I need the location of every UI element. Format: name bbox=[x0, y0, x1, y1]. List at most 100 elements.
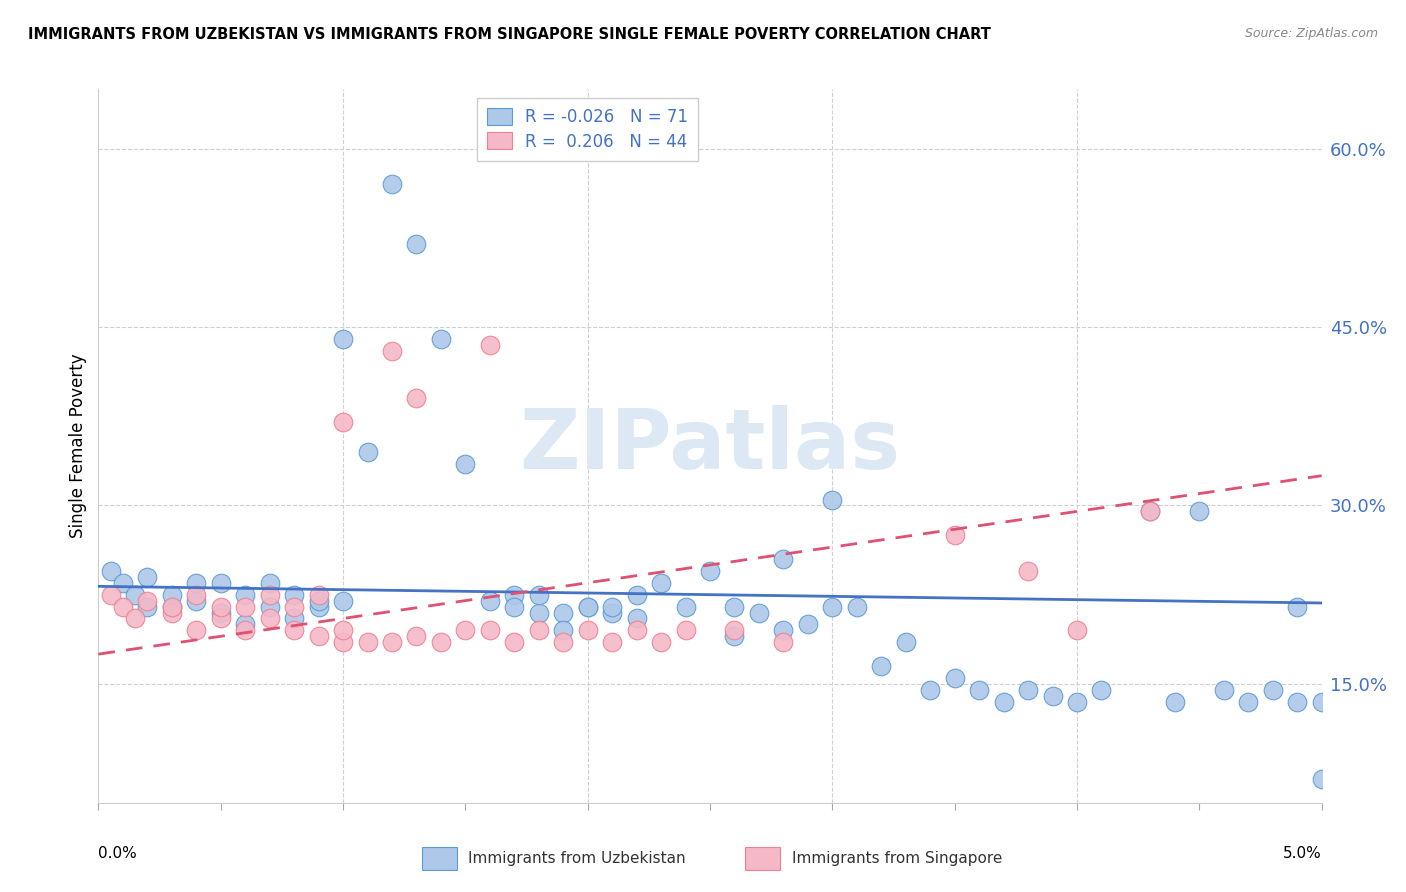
Point bbox=[699, 564, 721, 578]
Point bbox=[1188, 504, 1211, 518]
Point bbox=[576, 624, 599, 638]
Point bbox=[160, 599, 183, 614]
Point bbox=[405, 629, 427, 643]
Point bbox=[124, 611, 146, 625]
Point bbox=[675, 599, 697, 614]
Point bbox=[308, 629, 330, 643]
Point bbox=[233, 624, 256, 638]
Point bbox=[100, 588, 122, 602]
Point bbox=[626, 588, 648, 602]
Point bbox=[772, 624, 794, 638]
Point bbox=[209, 611, 232, 625]
Point bbox=[308, 599, 330, 614]
Point bbox=[1066, 624, 1088, 638]
Point bbox=[209, 575, 232, 590]
Point bbox=[748, 606, 770, 620]
Point bbox=[332, 593, 354, 607]
Point bbox=[821, 599, 844, 614]
Point bbox=[553, 635, 575, 649]
Point bbox=[1261, 682, 1284, 697]
Point bbox=[332, 635, 354, 649]
Point bbox=[626, 624, 648, 638]
Point bbox=[405, 236, 427, 251]
Point bbox=[772, 552, 794, 566]
Point bbox=[209, 599, 232, 614]
Point bbox=[503, 635, 526, 649]
Point bbox=[454, 457, 477, 471]
Text: 0.0%: 0.0% bbox=[98, 846, 138, 861]
Point bbox=[160, 599, 183, 614]
Legend: R = -0.026   N = 71, R =  0.206   N = 44: R = -0.026 N = 71, R = 0.206 N = 44 bbox=[477, 97, 699, 161]
Point bbox=[478, 624, 501, 638]
Point bbox=[527, 624, 550, 638]
Point bbox=[723, 599, 745, 614]
Point bbox=[576, 599, 599, 614]
Point bbox=[478, 338, 501, 352]
Text: Immigrants from Uzbekistan: Immigrants from Uzbekistan bbox=[468, 851, 686, 865]
Point bbox=[1286, 599, 1309, 614]
Point bbox=[797, 617, 820, 632]
Point bbox=[600, 606, 623, 620]
Point bbox=[111, 599, 134, 614]
Point bbox=[283, 611, 305, 625]
Point bbox=[283, 624, 305, 638]
Point bbox=[478, 593, 501, 607]
Point bbox=[1212, 682, 1234, 697]
Point bbox=[527, 606, 550, 620]
Point bbox=[209, 606, 232, 620]
Point bbox=[160, 606, 183, 620]
Point bbox=[894, 635, 917, 649]
Point bbox=[259, 611, 281, 625]
Point bbox=[943, 671, 966, 685]
Point bbox=[186, 593, 208, 607]
Point bbox=[600, 599, 623, 614]
Point bbox=[381, 178, 404, 192]
Point bbox=[136, 570, 159, 584]
Point bbox=[1017, 682, 1039, 697]
Point bbox=[136, 593, 159, 607]
Point bbox=[430, 332, 453, 346]
Point bbox=[821, 492, 844, 507]
Point bbox=[124, 588, 146, 602]
Text: ZIPatlas: ZIPatlas bbox=[520, 406, 900, 486]
Point bbox=[870, 659, 893, 673]
Point bbox=[381, 635, 404, 649]
Point bbox=[650, 635, 672, 649]
Point bbox=[967, 682, 990, 697]
Point bbox=[283, 599, 305, 614]
Point bbox=[233, 599, 256, 614]
Point bbox=[233, 617, 256, 632]
Text: Source: ZipAtlas.com: Source: ZipAtlas.com bbox=[1244, 27, 1378, 40]
Point bbox=[186, 575, 208, 590]
Point bbox=[1237, 695, 1260, 709]
Point bbox=[136, 599, 159, 614]
Point bbox=[675, 624, 697, 638]
Point bbox=[332, 624, 354, 638]
Point bbox=[1042, 689, 1064, 703]
Point bbox=[100, 564, 122, 578]
Point bbox=[332, 415, 354, 429]
Point bbox=[405, 392, 427, 406]
Point bbox=[1164, 695, 1187, 709]
Text: 5.0%: 5.0% bbox=[1282, 846, 1322, 861]
Y-axis label: Single Female Poverty: Single Female Poverty bbox=[69, 354, 87, 538]
Point bbox=[772, 635, 794, 649]
Point bbox=[356, 445, 378, 459]
Point bbox=[943, 528, 966, 542]
Point bbox=[1286, 695, 1309, 709]
Point bbox=[259, 575, 281, 590]
Point bbox=[186, 624, 208, 638]
Point bbox=[186, 588, 208, 602]
Point bbox=[1017, 564, 1039, 578]
Point bbox=[503, 599, 526, 614]
Point bbox=[723, 624, 745, 638]
Point bbox=[626, 611, 648, 625]
Point bbox=[993, 695, 1015, 709]
Point bbox=[723, 629, 745, 643]
Point bbox=[1066, 695, 1088, 709]
Point bbox=[1139, 504, 1161, 518]
Text: IMMIGRANTS FROM UZBEKISTAN VS IMMIGRANTS FROM SINGAPORE SINGLE FEMALE POVERTY CO: IMMIGRANTS FROM UZBEKISTAN VS IMMIGRANTS… bbox=[28, 27, 991, 42]
Point bbox=[283, 588, 305, 602]
Point bbox=[233, 588, 256, 602]
Point bbox=[553, 606, 575, 620]
